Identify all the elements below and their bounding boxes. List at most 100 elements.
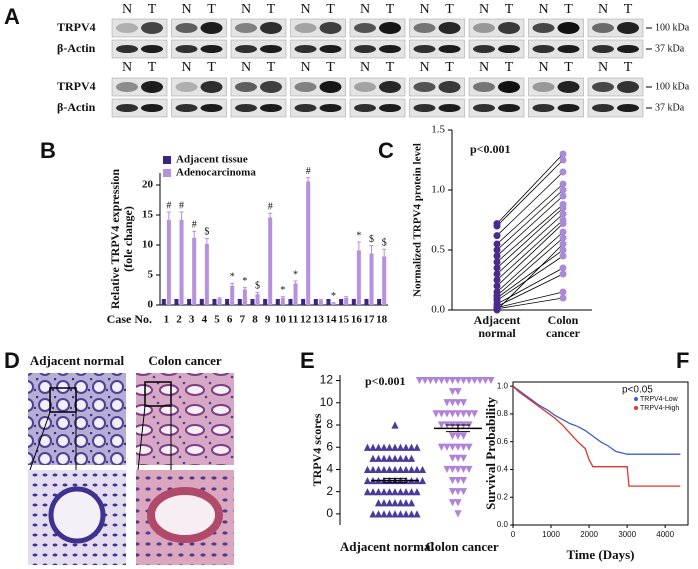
pair-line [496,159,564,227]
y-axis-label: (fole change) [121,206,135,272]
point [454,488,462,496]
bar [331,303,336,305]
lane-label: N [360,60,370,75]
blot-band [617,22,639,34]
pair-line [496,237,564,296]
point [459,410,468,418]
point [448,465,457,474]
point [385,465,394,474]
x-tick-label: 6 [227,314,233,326]
y-tick-label: 10 [320,395,334,409]
annotation: * [230,272,235,283]
bar [237,299,242,305]
point [559,150,567,158]
x-tick-label: 3000 [618,530,636,539]
lane-label: T [445,60,454,75]
error-bar [268,212,273,218]
point [493,240,501,248]
blot-band [175,45,198,53]
point [380,454,388,462]
point [448,376,457,385]
pair-line [496,267,564,305]
point [385,499,394,507]
x-tick-label: Adjacent normal [474,314,521,340]
blot-strip [111,39,168,59]
point [454,476,462,485]
blot-band [200,22,223,34]
blot-band [592,23,614,33]
panel-label: A [4,4,20,29]
bar [382,256,387,305]
x-tick-label: 0 [511,530,516,539]
blot-strip [290,98,346,118]
lane-label: N [598,2,608,17]
point [448,476,457,485]
pair-line [496,183,564,245]
legend-swatch [163,169,171,177]
y-tick-label: 1.5 [431,124,445,136]
lane-label: T [386,2,395,17]
histology-image [28,373,126,465]
legend-swatch [163,156,171,164]
blot-band [438,104,461,112]
point [380,499,388,507]
blot-band [260,104,282,112]
survival-line [512,385,681,487]
blot-row-label: TRPV4 [57,20,96,34]
pair-line [496,195,564,257]
legend-label: Adenocarcinoma [176,167,256,179]
point [454,376,462,385]
point [407,465,416,474]
point [418,465,427,474]
point [380,443,388,451]
point [559,270,567,278]
bar [351,299,356,305]
blot-band [498,81,520,93]
point [443,443,451,451]
point [374,499,383,507]
blot-band [473,45,495,53]
y-axis-label: Survival Probability [483,397,498,510]
point [443,376,451,385]
point [413,465,421,474]
point [421,376,429,385]
lane-label: T [326,2,335,17]
bar [364,299,369,305]
blot-strip [111,98,168,118]
point [396,454,405,462]
point [559,234,567,242]
point [407,443,416,451]
annotation: * [293,269,298,280]
point [426,376,435,385]
point [385,510,394,518]
point [465,376,473,385]
blot-band [175,104,198,112]
gland [48,486,106,544]
error-bar [293,280,298,284]
point [448,488,457,496]
error-bar [382,248,387,257]
x-tick-label: 15 [338,314,350,326]
blot-band [116,104,138,112]
point [470,376,479,385]
point [559,168,567,176]
error-bar [318,299,323,301]
x-tick-label: 11 [288,314,298,326]
annotation: * [331,291,336,302]
x-tick-label: 14 [326,314,338,326]
point [402,465,410,474]
y-tick-label: 20 [142,179,154,191]
bar [255,294,260,305]
point [413,510,421,518]
zoom-line [137,405,146,471]
pair-line [496,231,564,293]
blot-band [319,45,342,53]
panel-label: B [40,138,56,163]
x-tick-label: 12 [300,314,312,326]
pair-line [496,189,564,251]
blot-band [175,23,198,33]
bar [263,299,268,305]
blot-band [235,104,257,112]
